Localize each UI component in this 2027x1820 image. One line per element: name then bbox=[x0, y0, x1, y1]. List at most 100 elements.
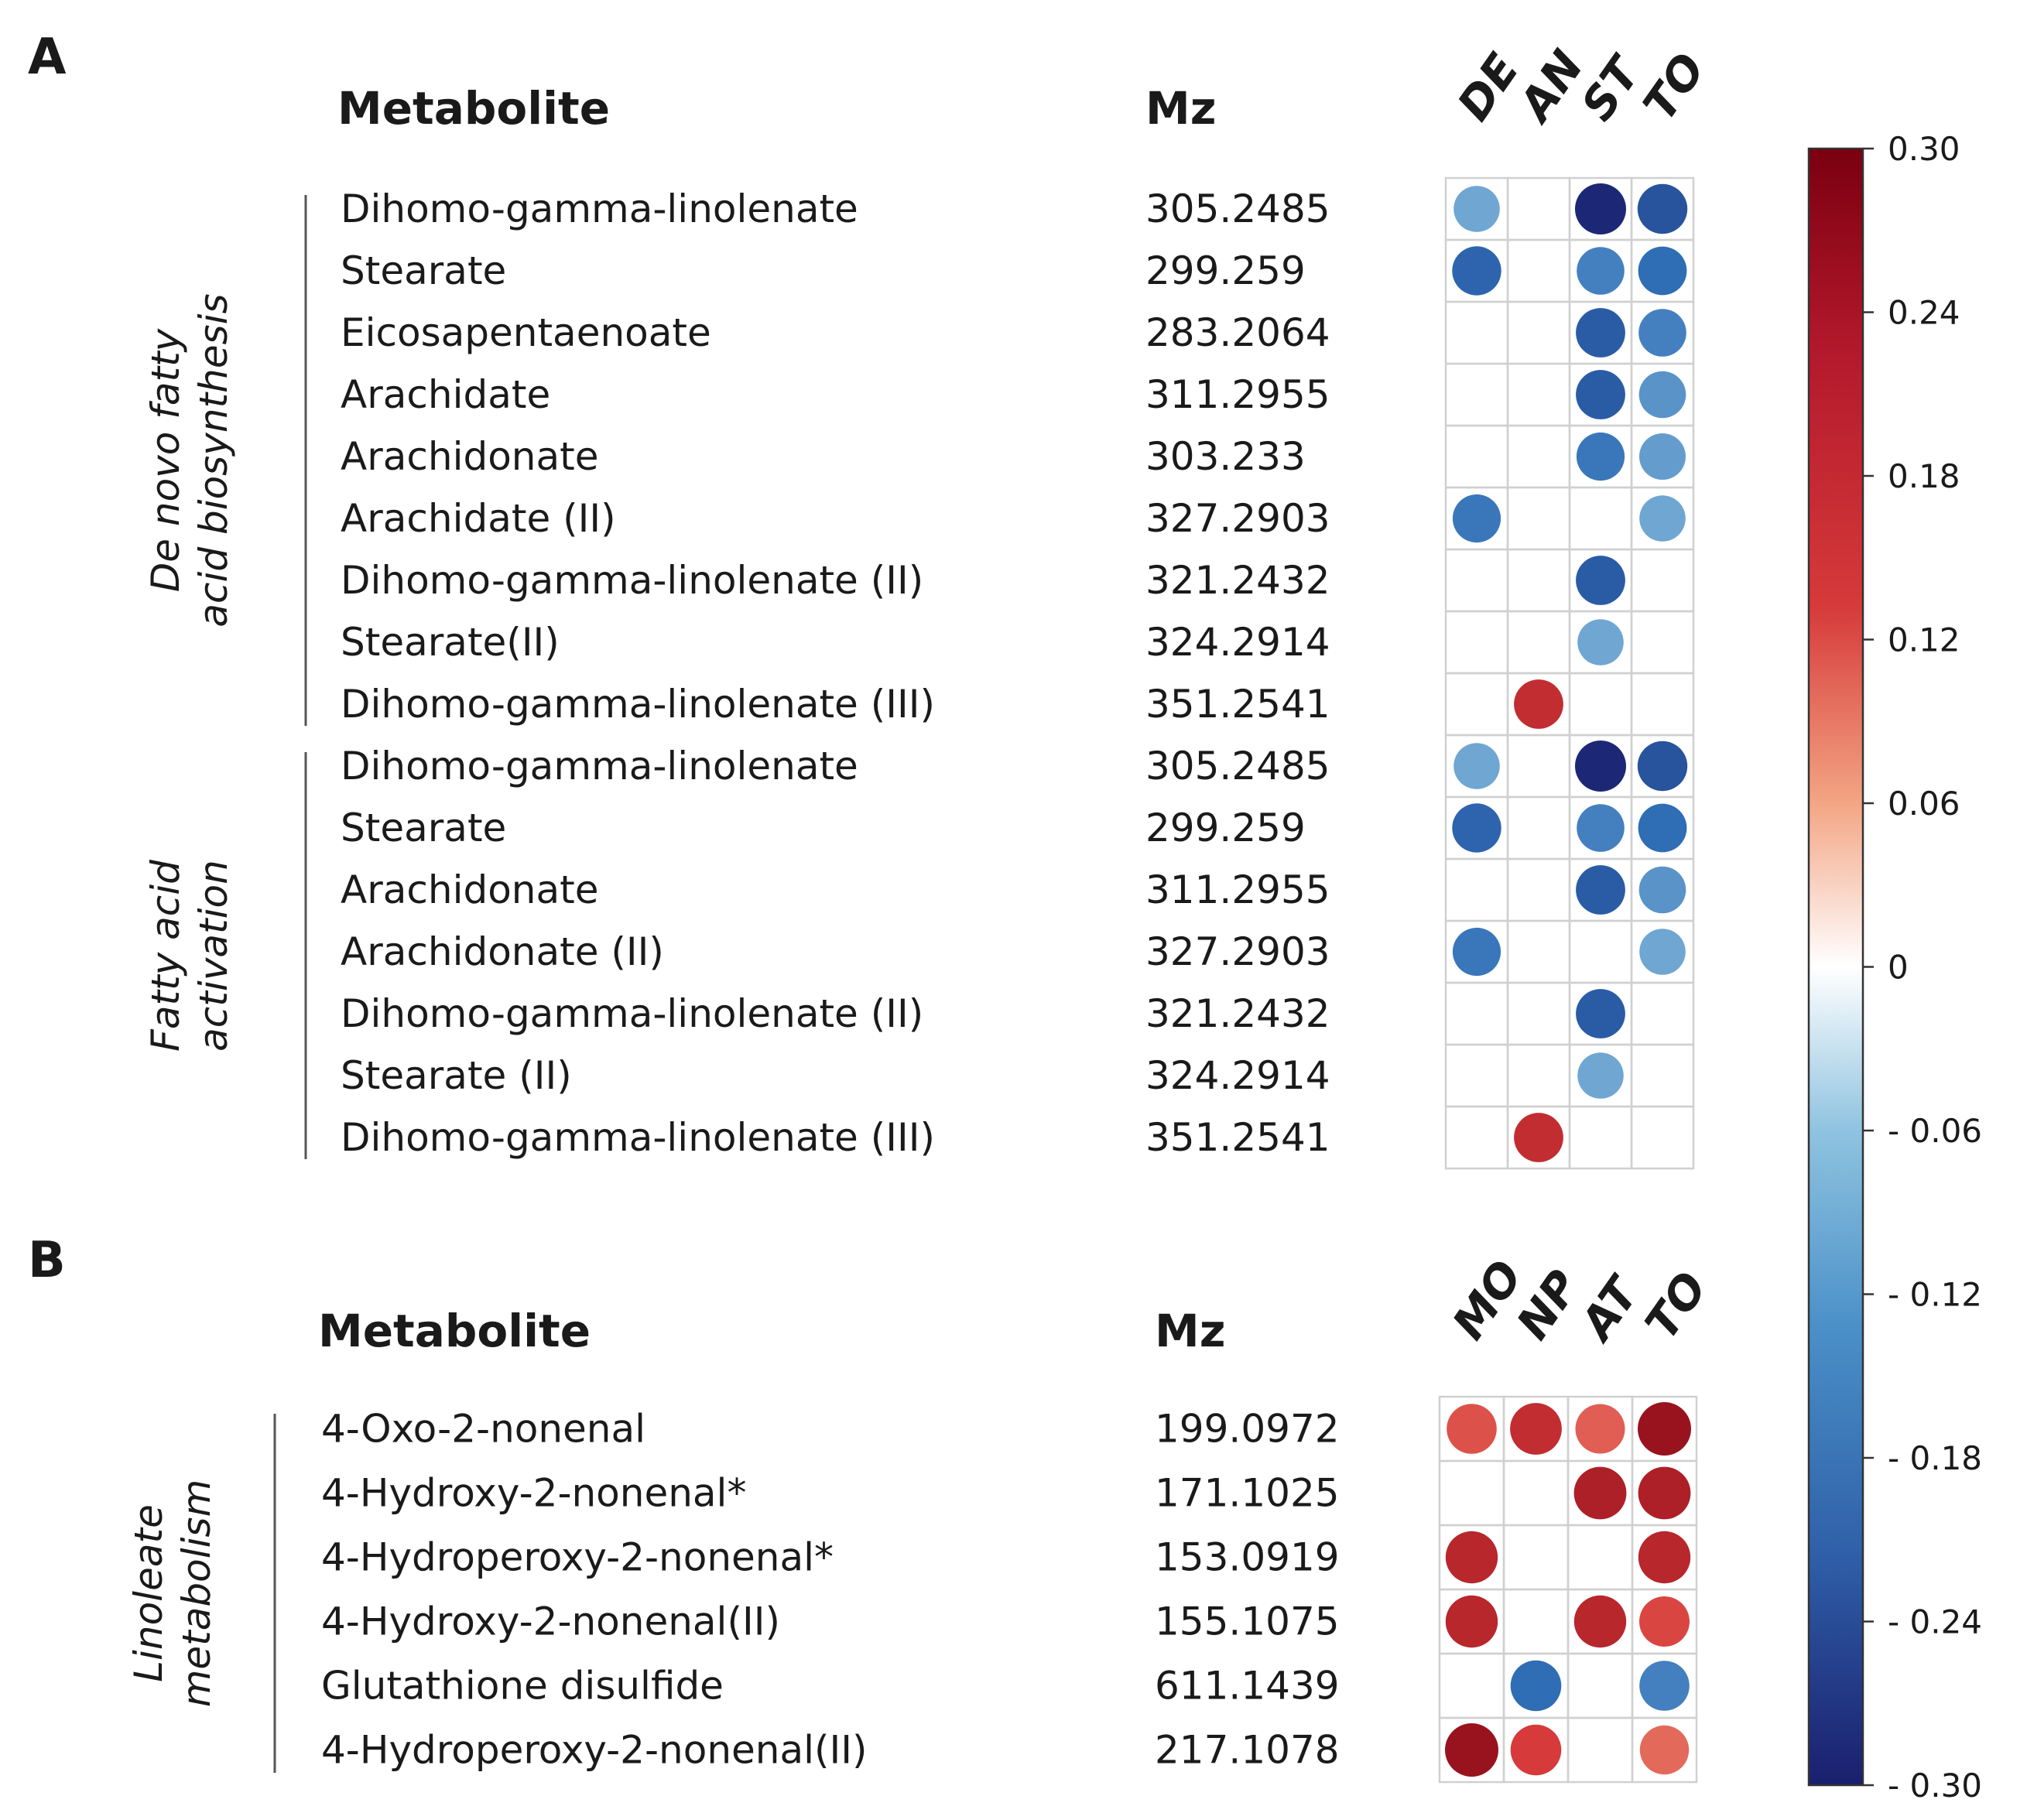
metabolite-mz: 324.2914 bbox=[1145, 620, 1330, 665]
metabolite-name: Arachidonate bbox=[341, 867, 599, 912]
metabolite-name: Stearate bbox=[341, 248, 506, 293]
correlation-dot-st bbox=[1576, 556, 1625, 605]
metabolite-mz: 321.2432 bbox=[1145, 991, 1330, 1036]
correlation-dot-to bbox=[1638, 803, 1687, 853]
metabolite-mz: 305.2485 bbox=[1145, 744, 1330, 789]
metabolite-mz: 327.2903 bbox=[1145, 496, 1330, 541]
correlation-dot-to bbox=[1638, 866, 1686, 914]
metabolite-name: Glutathione disulfide bbox=[321, 1664, 724, 1709]
metabolite-mz: 299.259 bbox=[1145, 806, 1306, 850]
correlation-dot-de bbox=[1453, 186, 1500, 232]
correlation-dot-to bbox=[1639, 1725, 1690, 1775]
metabolite-name: Arachidonate (II) bbox=[341, 929, 664, 974]
panel-letter-a: A bbox=[28, 29, 67, 86]
grid-cell bbox=[1630, 1105, 1695, 1170]
correlation-dot-an bbox=[1514, 679, 1563, 729]
metabolite-mz: 351.2541 bbox=[1145, 682, 1330, 727]
metabolite-name: 4-Hydroperoxy-2-nonenal* bbox=[321, 1535, 834, 1580]
correlation-dot-st bbox=[1577, 247, 1625, 295]
correlation-dot-st bbox=[1575, 183, 1626, 234]
metabolite-name: Dihomo-gamma-linolenate bbox=[341, 186, 858, 231]
correlation-dot-de bbox=[1452, 494, 1501, 543]
metabolite-mz: 217.1078 bbox=[1155, 1728, 1340, 1773]
group-label: activation bbox=[191, 860, 236, 1052]
metabolite-name: Arachidate (II) bbox=[341, 496, 616, 541]
panel-letter-b: B bbox=[28, 1232, 66, 1289]
metabolite-mz: 305.2485 bbox=[1145, 186, 1330, 231]
correlation-dot-an bbox=[1514, 1113, 1563, 1162]
metabolite-mz: 199.0972 bbox=[1155, 1407, 1340, 1452]
colorbar: 0.30 0.24 0.18 0.12 0.06 0 - 0.06 - 0.12 - 0.18 -… bbox=[1807, 130, 1982, 1805]
correlation-dot-to bbox=[1639, 433, 1686, 480]
colorbar-tick-label: 0.30 bbox=[1888, 130, 1960, 168]
colorbar-tick-label: 0.24 bbox=[1888, 294, 1960, 332]
correlation-dot-mo bbox=[1445, 1595, 1498, 1648]
metabolite-mz: 311.2955 bbox=[1145, 372, 1330, 417]
metabolite-mz: 283.2064 bbox=[1145, 310, 1330, 355]
correlation-dot-np bbox=[1510, 1403, 1562, 1455]
correlation-dot-st bbox=[1577, 1052, 1624, 1099]
correlation-dot-de bbox=[1452, 246, 1501, 296]
metabolite-mz: 155.1075 bbox=[1155, 1599, 1340, 1644]
correlation-dot-to bbox=[1639, 1596, 1690, 1647]
correlation-dot-st bbox=[1576, 308, 1625, 358]
correlation-dot-to bbox=[1638, 1531, 1691, 1584]
colorbar-tick-label: - 0.30 bbox=[1888, 1767, 1982, 1805]
metabolite-mz: 324.2914 bbox=[1145, 1053, 1330, 1098]
metabolite-name: Dihomo-gamma-linolenate (II) bbox=[341, 991, 923, 1036]
correlation-dot-at bbox=[1573, 1595, 1627, 1648]
correlation-dot-st bbox=[1576, 370, 1625, 419]
colorbar-tick-label: 0.18 bbox=[1888, 457, 1960, 495]
metabolite-mz: 611.1439 bbox=[1155, 1664, 1340, 1709]
correlation-dot-st bbox=[1576, 989, 1625, 1038]
mz-header: Mz bbox=[1145, 82, 1216, 135]
correlation-dot-to bbox=[1638, 1466, 1691, 1520]
mz-header: Mz bbox=[1155, 1305, 1225, 1357]
correlation-dot-to bbox=[1638, 1402, 1691, 1456]
group-label: acid biosynthesis bbox=[191, 293, 236, 627]
correlation-dot-at bbox=[1573, 1466, 1627, 1520]
correlation-dot-np bbox=[1510, 1724, 1562, 1776]
colorbar-tick-label: - 0.12 bbox=[1888, 1276, 1982, 1314]
correlation-dot-st bbox=[1576, 865, 1625, 915]
grid-cell bbox=[1631, 1716, 1698, 1784]
metabolite-name: Dihomo-gamma-linolenate (III) bbox=[341, 682, 935, 727]
metabolite-name: Arachidonate bbox=[341, 434, 599, 479]
correlation-dot-de bbox=[1452, 927, 1501, 977]
correlation-dot-to bbox=[1638, 309, 1686, 357]
correlation-dot-mo bbox=[1447, 1404, 1497, 1454]
correlation-dot-to bbox=[1637, 183, 1688, 234]
metabolite-name: Dihomo-gamma-linolenate (II) bbox=[341, 558, 923, 603]
correlation-dot-to bbox=[1639, 495, 1686, 542]
metabolite-header: Metabolite bbox=[318, 1305, 591, 1357]
colorbar-tick-label: 0 bbox=[1888, 949, 1909, 987]
metabolite-name: Stearate (II) bbox=[341, 1053, 572, 1098]
metabolite-name: Arachidate bbox=[341, 372, 550, 417]
metabolite-mz: 299.259 bbox=[1145, 248, 1306, 293]
correlation-dot-to bbox=[1639, 929, 1686, 975]
correlation-dot-at bbox=[1575, 1404, 1625, 1454]
correlation-dot-to bbox=[1639, 1661, 1690, 1711]
colorbar-tick-label: 0.06 bbox=[1888, 785, 1960, 823]
metabolite-mz: 351.2541 bbox=[1145, 1115, 1330, 1160]
metabolite-mz: 321.2432 bbox=[1145, 558, 1330, 603]
metabolite-mz: 171.1025 bbox=[1155, 1471, 1340, 1516]
metabolite-mz: 303.233 bbox=[1145, 434, 1306, 479]
group-label: De novo fatty bbox=[143, 327, 188, 592]
metabolite-name: Eicosapentaenoate bbox=[341, 310, 711, 355]
metabolite-mz: 311.2955 bbox=[1145, 867, 1330, 912]
metabolite-name: Dihomo-gamma-linolenate (III) bbox=[341, 1115, 935, 1160]
group-label: Fatty acid bbox=[143, 860, 188, 1052]
colorbar-tick-label: 0.12 bbox=[1888, 621, 1960, 659]
metabolite-name: 4-Hydroxy-2-nonenal* bbox=[321, 1471, 746, 1516]
correlation-dot-to bbox=[1638, 371, 1686, 419]
colorbar-tick-label: - 0.06 bbox=[1888, 1112, 1982, 1150]
metabolite-header: Metabolite bbox=[337, 82, 610, 135]
group-label: metabolism bbox=[174, 1480, 219, 1708]
metabolite-name: Stearate bbox=[341, 806, 506, 850]
metabolite-name: Stearate(II) bbox=[341, 620, 560, 665]
colorbar-tick-label: - 0.18 bbox=[1888, 1439, 1982, 1477]
